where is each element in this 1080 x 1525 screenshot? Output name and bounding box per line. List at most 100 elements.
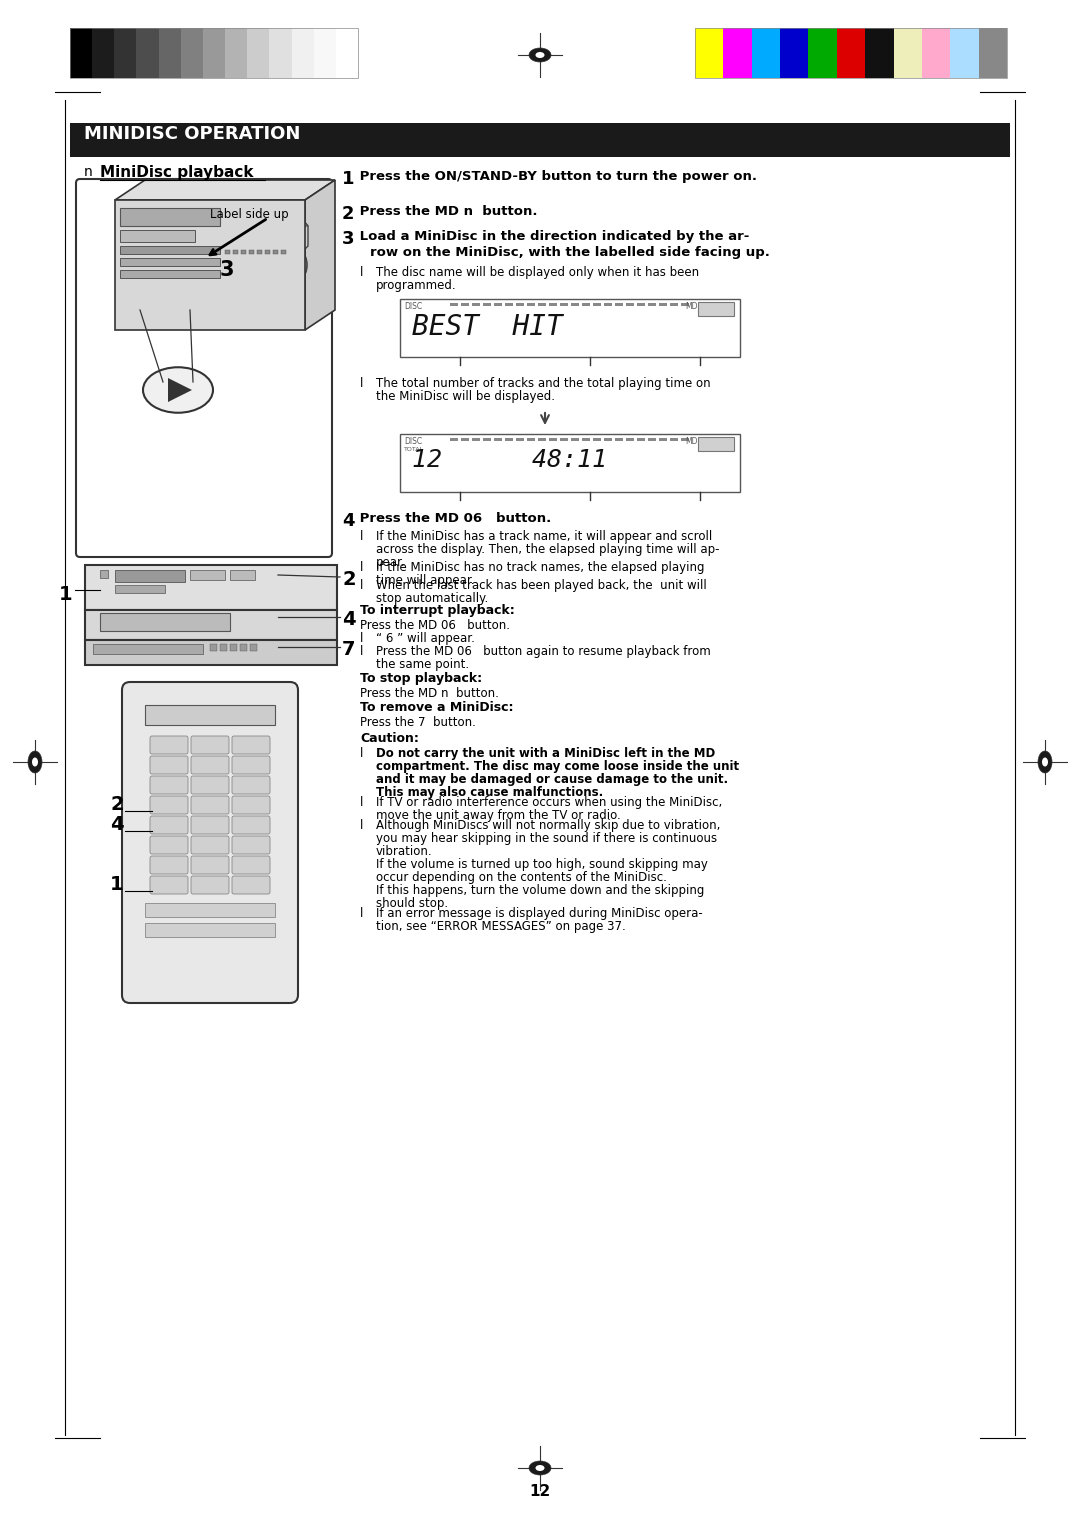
Bar — [240, 644, 247, 651]
Ellipse shape — [529, 47, 551, 63]
Text: tion, see “ERROR MESSAGES” on page 37.: tion, see “ERROR MESSAGES” on page 37. — [376, 920, 625, 933]
Bar — [114, 570, 185, 583]
Bar — [538, 438, 546, 441]
Bar — [85, 640, 337, 665]
Text: The disc name will be displayed only when it has been: The disc name will be displayed only whe… — [376, 265, 699, 279]
Text: This may also cause malfunctions.: This may also cause malfunctions. — [376, 785, 604, 799]
Circle shape — [129, 624, 135, 630]
Bar — [698, 302, 734, 316]
Bar — [696, 27, 724, 78]
Text: l: l — [360, 377, 363, 390]
Ellipse shape — [143, 368, 213, 413]
Bar — [120, 230, 195, 242]
Bar — [604, 303, 612, 307]
Text: the same point.: the same point. — [376, 657, 469, 671]
Text: 2: 2 — [342, 570, 355, 589]
Bar — [494, 303, 502, 307]
Text: 1: 1 — [110, 875, 123, 895]
Circle shape — [117, 624, 123, 630]
Text: MD: MD — [685, 302, 698, 311]
Circle shape — [100, 570, 108, 578]
Bar — [220, 644, 227, 651]
Bar — [780, 27, 809, 78]
Bar — [681, 438, 689, 441]
Text: To stop playback:: To stop playback: — [360, 673, 482, 685]
Text: To interrupt playback:: To interrupt playback: — [360, 604, 515, 618]
FancyBboxPatch shape — [191, 836, 229, 854]
Bar — [461, 438, 469, 441]
FancyBboxPatch shape — [191, 796, 229, 814]
Bar — [225, 27, 247, 78]
Bar — [450, 438, 458, 441]
Bar — [249, 644, 257, 651]
Bar — [582, 303, 590, 307]
FancyBboxPatch shape — [232, 836, 270, 854]
FancyBboxPatch shape — [232, 737, 270, 753]
Bar — [593, 438, 600, 441]
FancyBboxPatch shape — [150, 836, 188, 854]
Ellipse shape — [1038, 750, 1052, 773]
Bar — [269, 27, 292, 78]
Bar — [681, 303, 689, 307]
FancyBboxPatch shape — [232, 856, 270, 874]
Bar — [505, 303, 513, 307]
Circle shape — [153, 624, 159, 630]
Bar — [336, 27, 357, 78]
Text: If the MiniDisc has no track names, the elapsed playing: If the MiniDisc has no track names, the … — [376, 561, 704, 573]
Bar — [637, 303, 645, 307]
Bar — [527, 438, 535, 441]
Text: l: l — [360, 531, 363, 543]
Text: Press the MD n  button.: Press the MD n button. — [360, 686, 499, 700]
Bar — [698, 438, 734, 451]
Bar — [637, 438, 645, 441]
Bar — [696, 27, 1007, 78]
Text: “ 6 ” will appear.: “ 6 ” will appear. — [376, 631, 475, 645]
Text: vibration.: vibration. — [376, 845, 433, 859]
FancyBboxPatch shape — [150, 875, 188, 894]
FancyBboxPatch shape — [122, 682, 298, 1003]
Text: If this happens, turn the volume down and the skipping: If this happens, turn the volume down an… — [376, 884, 704, 897]
Bar — [180, 27, 203, 78]
Bar — [561, 303, 568, 307]
Bar — [92, 27, 114, 78]
Bar — [450, 303, 458, 307]
Bar — [230, 644, 237, 651]
Bar — [527, 303, 535, 307]
Bar — [483, 303, 491, 307]
Bar — [225, 250, 230, 255]
Text: pear.: pear. — [376, 557, 406, 569]
Bar — [114, 200, 305, 329]
Text: l: l — [360, 631, 363, 645]
Bar — [159, 27, 180, 78]
Text: BEST  HIT: BEST HIT — [411, 313, 563, 342]
Bar — [100, 570, 108, 578]
Bar — [516, 303, 524, 307]
Bar — [313, 27, 336, 78]
Bar — [571, 303, 579, 307]
Bar — [670, 438, 678, 441]
Bar — [70, 27, 357, 78]
Bar — [210, 644, 217, 651]
Bar — [561, 438, 568, 441]
Text: MD: MD — [685, 438, 698, 445]
FancyBboxPatch shape — [232, 796, 270, 814]
Text: MiniDisc playback: MiniDisc playback — [100, 165, 254, 180]
Bar — [400, 299, 740, 357]
Bar — [472, 438, 480, 441]
Circle shape — [256, 570, 284, 599]
Bar — [136, 27, 159, 78]
FancyBboxPatch shape — [232, 816, 270, 834]
Text: Load a MiniDisc in the direction indicated by the ar-: Load a MiniDisc in the direction indicat… — [355, 230, 750, 242]
Text: 7: 7 — [342, 640, 355, 659]
Text: Although MiniDiscs will not normally skip due to vibration,: Although MiniDiscs will not normally ski… — [376, 819, 720, 833]
Text: 4: 4 — [342, 610, 355, 628]
Text: 3: 3 — [220, 259, 234, 281]
Bar — [809, 27, 837, 78]
Text: l: l — [360, 796, 363, 808]
Ellipse shape — [32, 758, 38, 767]
Text: 3: 3 — [342, 230, 354, 249]
Bar — [670, 303, 678, 307]
Text: 4: 4 — [342, 512, 354, 531]
Text: DISC: DISC — [404, 302, 422, 311]
Bar — [978, 27, 1007, 78]
